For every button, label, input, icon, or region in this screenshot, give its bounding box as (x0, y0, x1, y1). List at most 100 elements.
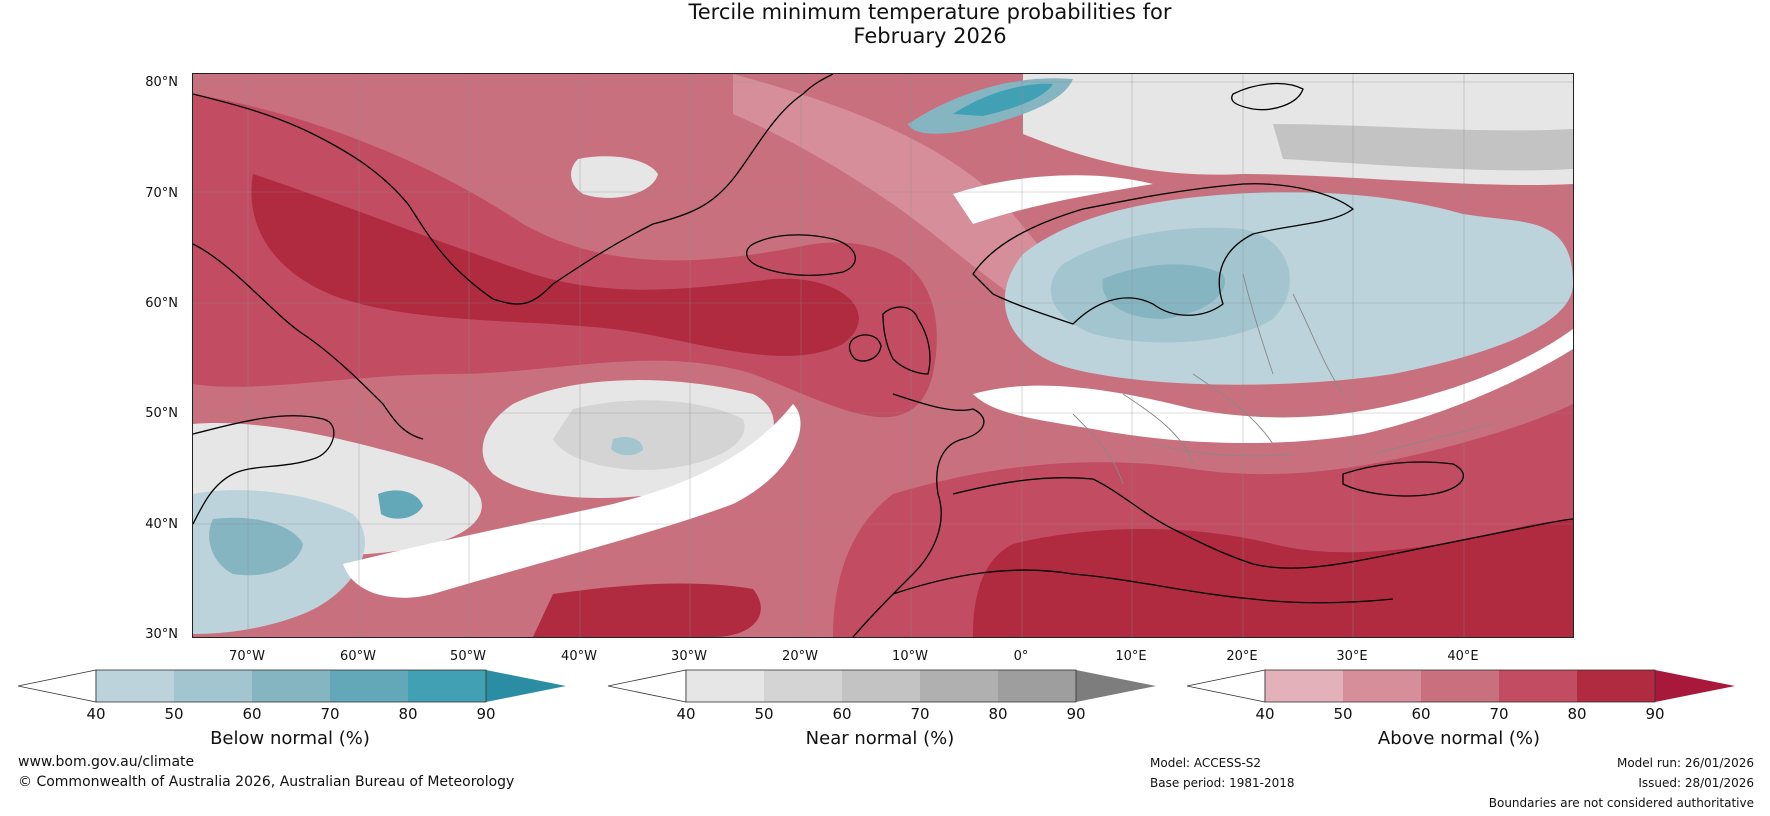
colorbar-above-normal-extend-high (1655, 670, 1735, 702)
colorbar-above-normal-tick-50: 50 (1333, 705, 1353, 723)
lon-label-40w: 40°W (561, 649, 597, 664)
coastline-europe (852, 393, 985, 637)
colorbar-below-normal-tick-60: 60 (242, 705, 262, 723)
colorbar-near-normal-label: Near normal (%) (805, 728, 955, 749)
below-normal-region-scandinavia-core (1102, 264, 1225, 319)
colorbar-above-normal-extend-low (1186, 669, 1266, 703)
colorbar-near-normal-extend-low (607, 669, 687, 703)
colorbar-below-normal-bin-80 (408, 670, 486, 702)
below-normal-region-west-core (209, 517, 303, 576)
colorbar-above-normal: 40 50 60 70 80 90 Above normal (%) (1186, 668, 1737, 758)
lat-label-80n: 80°N (145, 75, 178, 90)
colorbar-above-normal-tick-40: 40 (1255, 705, 1275, 723)
colorbar-below-normal-label: Below normal (%) (210, 728, 370, 749)
colorbar-near-normal-bin-80 (998, 670, 1076, 702)
colorbar-below-normal-extend-low (17, 669, 97, 703)
colorbar-near-normal-bar (607, 669, 1156, 703)
colorbar-near-normal-bin-70 (920, 670, 998, 702)
lon-label-10w: 10°W (892, 649, 928, 664)
coastline-ireland (848, 334, 882, 362)
footer-copyright: © Commonwealth of Australia 2026, Austra… (18, 774, 515, 790)
footer-website: www.bom.gov.au/climate (18, 754, 195, 770)
colorbar-below-normal-extend-high (486, 670, 566, 702)
colorbar-below-normal-bin-70 (330, 670, 408, 702)
lon-label-20w: 20°W (782, 649, 818, 664)
colorbar-near-normal-bin-50 (764, 670, 842, 702)
lon-label-0: 0° (1013, 649, 1029, 664)
map-title-line1: Tercile minimum temperature probabilitie… (688, 0, 1172, 24)
colorbar-above-normal-bin-40 (1265, 670, 1343, 702)
colorbar-near-normal-tick-60: 60 (832, 705, 852, 723)
colorbar-above-normal-bin-80 (1577, 670, 1655, 702)
coastlines (193, 74, 1573, 637)
colorbar-near-normal-tick-50: 50 (754, 705, 774, 723)
coastline-baffin (193, 243, 424, 440)
lat-label-30n: 30°N (145, 627, 178, 642)
colorbar-above-normal-bin-50 (1343, 670, 1421, 702)
map-canvas (193, 74, 1573, 637)
lat-label-70n: 70°N (145, 186, 178, 201)
colorbar-below-normal-bin-60 (252, 670, 330, 702)
coastline-north-africa (892, 569, 1394, 604)
colorbar-near-normal-extend-high (1076, 670, 1156, 702)
map-title: Tercile minimum temperature probabilitie… (560, 0, 1300, 48)
colorbar-above-normal-bar (1186, 669, 1735, 703)
coastline-svalbard (1231, 82, 1304, 111)
below-normal-region-atlantic-spot (611, 437, 643, 456)
near-normal-region-arctic-dark (1273, 124, 1573, 171)
colorbar-near-normal: 40 50 60 70 80 90 Near normal (%) (607, 668, 1158, 758)
lat-label-60n: 60°N (145, 296, 178, 311)
coastline-scandinavia (972, 183, 1354, 325)
lon-label-10e: 10°E (1115, 649, 1147, 664)
colorbar-above-normal-label: Above normal (%) (1377, 728, 1541, 749)
colorbar-near-normal-bin-60 (842, 670, 920, 702)
lon-label-60w: 60°W (340, 649, 376, 664)
colorbar-below-normal: 40 50 60 70 80 90 Below normal (%) (17, 668, 568, 758)
footer-issued: Issued: 28/01/2026 (1638, 776, 1754, 790)
white-band-atlantic (343, 404, 801, 598)
colorbar-below-normal-bar (17, 669, 566, 703)
colorbar-above-normal-tick-90: 90 (1645, 705, 1665, 723)
white-band-europe (973, 329, 1573, 444)
lon-label-70w: 70°W (229, 649, 265, 664)
coastline-mediterranean (952, 477, 1573, 569)
above-normal-core-atlantic (251, 174, 859, 356)
colorbar-above-normal-tick-70: 70 (1489, 705, 1509, 723)
colorbar-below-normal-tick-90: 90 (476, 705, 496, 723)
colorbar-above-normal-tick-60: 60 (1411, 705, 1431, 723)
lon-label-20e: 20°E (1226, 649, 1258, 664)
lat-label-50n: 50°N (145, 406, 178, 421)
lon-label-40e: 40°E (1447, 649, 1479, 664)
colorbar-below-normal-tick-50: 50 (164, 705, 184, 723)
colorbar-below-normal-bin-40 (96, 670, 174, 702)
lon-label-50w: 50°W (450, 649, 486, 664)
colorbar-near-normal-tick-80: 80 (988, 705, 1008, 723)
footer-disclaimer: Boundaries are not considered authoritat… (1488, 796, 1754, 810)
footer-model: Model: ACCESS-S2 (1150, 756, 1262, 770)
colorbar-below-normal-tick-40: 40 (86, 705, 106, 723)
colorbar-near-normal-tick-70: 70 (910, 705, 930, 723)
near-normal-region-iceland (571, 156, 658, 198)
coastline-labrador (193, 415, 335, 525)
footer-model-run: Model run: 26/01/2026 (1616, 756, 1754, 770)
lat-label-40n: 40°N (145, 517, 178, 532)
colorbar-below-normal-tick-80: 80 (398, 705, 418, 723)
coastline-uk (882, 306, 931, 375)
colorbar-above-normal-bin-60 (1421, 670, 1499, 702)
lon-label-30e: 30°E (1336, 649, 1368, 664)
above-normal-lightband (733, 74, 1079, 334)
colorbar-below-normal-tick-70: 70 (320, 705, 340, 723)
coastline-greenland (193, 74, 834, 305)
graticule (193, 74, 1573, 637)
below-normal-region-west-spot (378, 490, 423, 519)
colorbar-above-normal-bin-70 (1499, 670, 1577, 702)
map-title-line2: February 2026 (853, 24, 1007, 48)
footer-base-period: Base period: 1981-2018 (1150, 776, 1295, 790)
white-band-scandinavia-north (953, 175, 1153, 224)
below-normal-region-arctic-sea-core (953, 83, 1053, 116)
colorbar-near-normal-bin-40 (686, 670, 764, 702)
country-borders (1072, 273, 1494, 485)
coastline-black-sea (1342, 461, 1465, 497)
probability-map (192, 73, 1574, 638)
colorbar-below-normal-bin-50 (174, 670, 252, 702)
